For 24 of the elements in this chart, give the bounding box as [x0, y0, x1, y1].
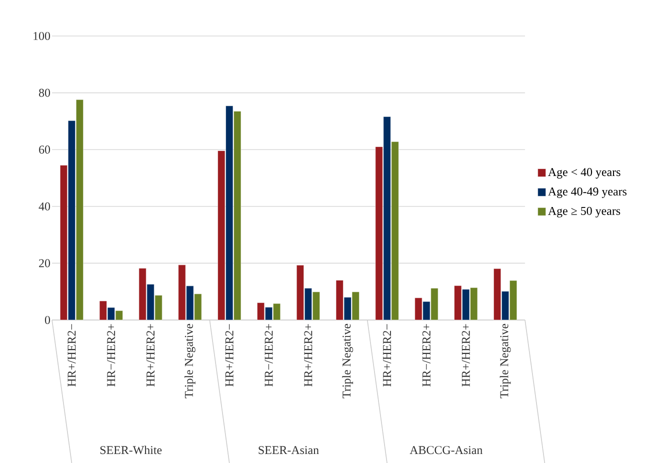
y-tick-label: 20: [39, 258, 50, 268]
legend-label: Age ≥ 50 years: [548, 206, 620, 218]
x-tick-label: HR+/HER2+: [146, 324, 155, 386]
x-tick-label: Triple Negative: [500, 324, 511, 398]
legend-label: Age < 40 years: [548, 168, 620, 178]
y-tick-label: 100: [34, 32, 50, 40]
x-tick-label: Triple Negative: [342, 324, 354, 398]
x-tick-label: HR−/HER2+: [422, 324, 430, 386]
y-tick-label: 0: [44, 316, 50, 324]
x-tick-label: HR+/HER2+: [304, 324, 312, 386]
y-tick-label: 80: [38, 88, 50, 97]
x-tick-label: HR+/HER2+: [462, 324, 470, 386]
x-tick-label: HR+/HER2−: [225, 324, 234, 386]
y-tick-label: 60: [39, 145, 50, 154]
x-tick-label: HR+/HER2−: [383, 324, 392, 386]
text: SEER-Asian: [258, 446, 319, 454]
x-tick-label: HR−/HER2+: [264, 324, 273, 386]
x-tick-label: HR−/HER2+: [107, 324, 116, 386]
text: ABCCG-Asian: [410, 446, 483, 454]
x-tick-label: HR+/HER2−: [68, 324, 76, 386]
text: SEER-White: [100, 446, 162, 454]
legend-label: Age 40-49 years: [548, 187, 627, 198]
x-tick-label: Triple Negative: [184, 324, 196, 398]
y-tick-label: 40: [38, 202, 50, 210]
